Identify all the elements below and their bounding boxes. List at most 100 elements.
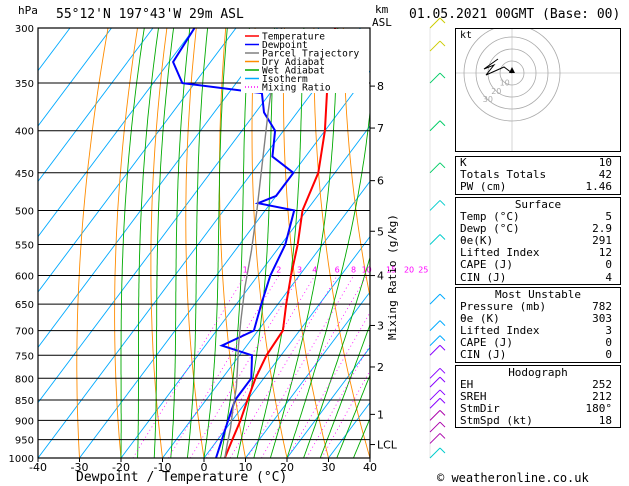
mixing-ratio-line [287,311,370,458]
legend-label: Mixing Ratio [262,83,331,94]
wind-barb-flag [439,410,446,416]
index-row: StmDir 180° [460,402,612,415]
mixing-ratio-label: 15 [386,266,396,275]
wet-adiabat-line [336,374,370,458]
index-value: 42 [598,168,612,182]
mixing-ratio-label: 25 [418,266,428,275]
wet-adiabat-line [153,28,175,458]
mixing-ratio-label: 2 [276,266,281,275]
wind-barb [429,120,441,132]
pressure-tick-label: 650 [15,300,34,311]
hodograph-ring-label: 10 [500,78,510,87]
legend-label: Isotherm [262,74,308,85]
wind-barb-flag [439,40,446,47]
pressure-tick-label: 550 [15,240,34,251]
asl-label: ASL [372,16,392,29]
axes: 1 2 3 4 6 8 10 15 20 2530035040045050055060065070… [9,24,429,474]
pressure-tick-label: 850 [15,396,34,407]
index-row: CAPE (J) 0 [460,258,612,272]
wind-barb [429,410,441,421]
x-tick-label: 30 [322,461,336,474]
storm-motion-marker [509,67,515,73]
mixing-ratio-line [261,275,368,458]
wind-barb-flag [439,234,446,240]
pressure-tick-label: 350 [15,79,34,90]
hodograph-trace [483,58,513,76]
hodograph-ring-label: 30 [483,95,493,104]
pressure-tick-label: 500 [15,206,34,217]
x-tick-label: -20 [112,461,130,474]
location-title: 55°12'N 197°43'W 29m ASL [56,7,244,22]
legend-box [241,29,369,93]
series-parcel-trajectory [224,28,283,458]
hpa-label: hPa [18,4,38,17]
wind-barb [429,433,441,444]
index-row: Lifted Index 3 [460,324,612,338]
pressure-tick-label: 1000 [9,454,34,465]
index-row: Dewp (°C) 2.9 [460,221,612,235]
wet-adiabat-line [120,28,145,458]
x-tick-label: -10 [154,461,172,474]
pressure-tick-label: 600 [15,272,34,283]
index-value: 10 [598,156,612,169]
mixing-ratio-line [132,275,246,458]
km-tick-label: 7 [377,122,384,135]
x-tick-label: 10 [239,461,253,474]
wind-barb [429,447,441,459]
wind-barb-flag [439,162,446,169]
dry-adiabat-line [185,28,205,458]
km-tick-label: 4 [377,270,384,283]
pressure-tick-label: 800 [15,374,34,385]
x-tick-label: 40 [363,461,377,474]
hodo-box: Hodograph EH 252 SREH 212 StmDir 180° StmSp… [455,364,621,429]
index-key: Totals Totals [460,168,547,182]
mixing-ratio-line [247,275,354,458]
isotherm-line [38,28,112,127]
isotherm-line [162,180,370,458]
datetime-title: 01.05.2021 00GMT (Base: 00) [409,7,621,22]
mixing-ratio-line [306,343,370,458]
wind-barb-flag [439,293,446,300]
wet-adiabat-line [170,28,191,458]
mixing-ratio-label: 3 [297,266,302,275]
index-row: StmSpd (kt) 18 [460,414,612,428]
dry-adiabat-line [150,28,168,458]
mixing-ratio-label: 10 [362,266,372,275]
index-row: CIN (J) 4 [460,270,612,284]
index-row: θe(K) 291 [460,233,612,247]
km-tick-label: 2 [377,361,384,374]
wind-barb [429,40,441,52]
mixing-ratio-line [229,275,338,458]
mixing-ratio-axis-label: Mixing Ratio (g/kg) [386,214,399,340]
x-tick-label: -40 [29,461,47,474]
mixing-ratio-label: 20 [404,266,414,275]
pressure-tick-label: 300 [15,24,34,35]
wet-adiabat-line [137,28,159,458]
wind-barb-flag [439,200,446,206]
wind-barb [429,421,441,433]
wind-barb [429,162,441,174]
wind-barb [429,367,441,379]
km-tick-label: 6 [377,175,384,188]
credit-text: © weatheronline.co.uk [437,471,589,485]
isotherm-line [38,28,361,458]
hodograph-unit: kt [460,30,473,41]
legend-label: Dry Adiabat [262,57,325,68]
unstable-title: Most Unstable [494,287,582,301]
dry-adiabat-line [114,28,138,458]
isotherm-line [79,69,370,458]
isotherm-line [286,346,370,458]
wind-barb-flag [439,120,446,127]
index-box-top: K 10 Totals Totals 42 PW (cm) 1.46 [455,156,621,195]
mixing-ratio-label: 1 [243,266,248,275]
index-row: Pressure (mb) 782 [460,299,612,313]
surface-title: Surface [514,197,562,211]
index-row: K 10 [456,156,620,169]
indices-panel: K 10 Totals Totals 42 PW (cm) 1.46 Surface … [455,156,621,430]
wind-barb [429,376,441,388]
x-axis-label: Dewpoint / Temperature (°C) [76,470,288,485]
km-label: km [375,3,389,16]
wind-barb-flag [439,17,446,24]
mixing-ratio-label: 8 [351,266,356,275]
